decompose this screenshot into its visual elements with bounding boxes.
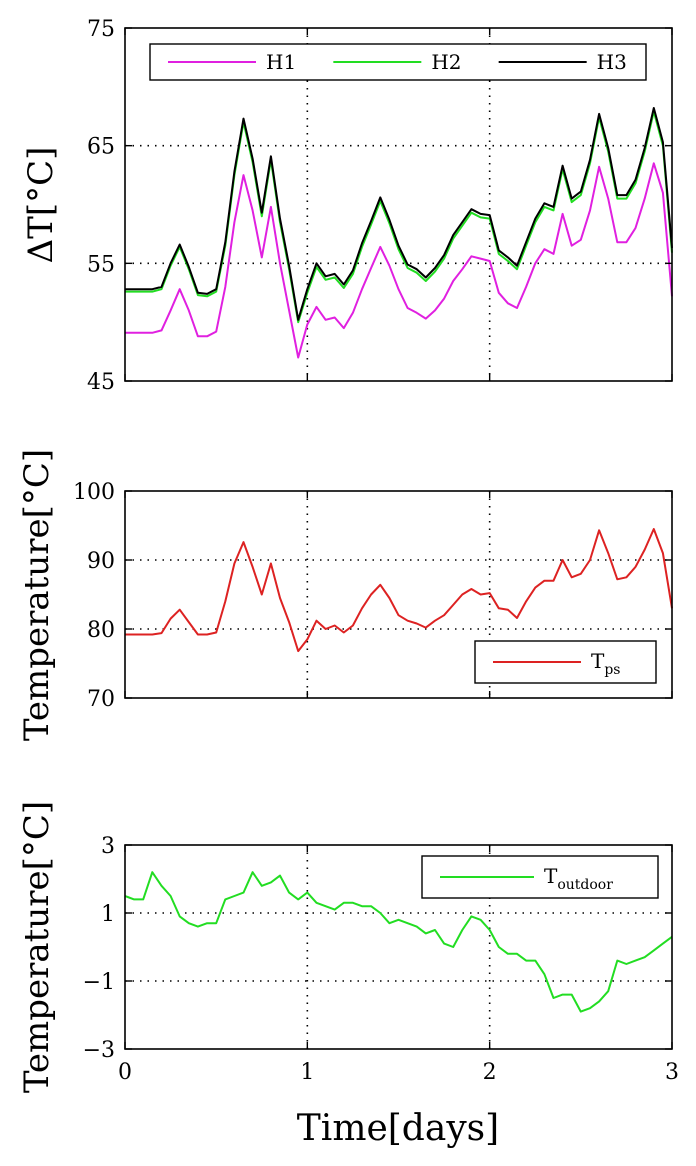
legend: H1 H2 H3 <box>149 43 647 81</box>
series-line-h1 <box>125 162 673 359</box>
legend-label: H3 <box>597 50 627 74</box>
x-tick-label: 2 <box>483 1060 497 1085</box>
y-tick-label: 80 <box>87 618 115 643</box>
plot-frame <box>124 27 673 382</box>
legend-label-subscript: ps <box>604 662 620 678</box>
legend-label: H1 <box>266 50 296 74</box>
plot-frame <box>124 844 673 1050</box>
x-tick-label: 0 <box>118 1060 132 1085</box>
legend-label-subscript: outdoor <box>557 877 613 893</box>
x-tick-label: 3 <box>665 1060 679 1085</box>
y-axis-label: Temperature[°C] <box>17 801 57 1093</box>
y-tick-label: 45 <box>87 370 115 395</box>
y-tick-label: 3 <box>101 834 115 859</box>
y-tick-label: 70 <box>87 687 115 712</box>
y-tick-label: −3 <box>83 1038 115 1063</box>
series-line-h3 <box>125 107 673 321</box>
y-axis-label: Temperature[°C] <box>17 449 57 741</box>
y-tick-label: 65 <box>87 135 115 160</box>
plot-frame <box>124 490 673 699</box>
y-tick-label: 90 <box>87 549 115 574</box>
panel-toutdoor: −3 −1 1 3 0 1 2 3 Temperature[°C] Toutdoor <box>17 801 679 1093</box>
legend: Tps <box>474 640 657 684</box>
panel-delta-t: 45 55 65 75 ΔT[°C] H1 H2 H3 <box>21 17 673 395</box>
y-axis-label: ΔT[°C] <box>21 147 61 264</box>
x-tick-label: 1 <box>300 1060 314 1085</box>
panel-tps: 70 80 90 100 Temperature[°C] Tps <box>17 449 673 741</box>
y-tick-label: 75 <box>87 17 115 42</box>
y-tick-label: 55 <box>87 252 115 277</box>
series-line-h2 <box>125 110 673 324</box>
legend: Toutdoor <box>421 855 659 899</box>
y-tick-label: 1 <box>101 902 115 927</box>
series-line-t-outdoor <box>124 871 673 1013</box>
legend-label: H2 <box>431 50 461 74</box>
y-tick-label: −1 <box>83 970 115 995</box>
series-line-t-ps <box>125 528 673 653</box>
y-tick-label: 100 <box>73 480 115 505</box>
x-axis-label: Time[days] <box>297 1108 499 1149</box>
